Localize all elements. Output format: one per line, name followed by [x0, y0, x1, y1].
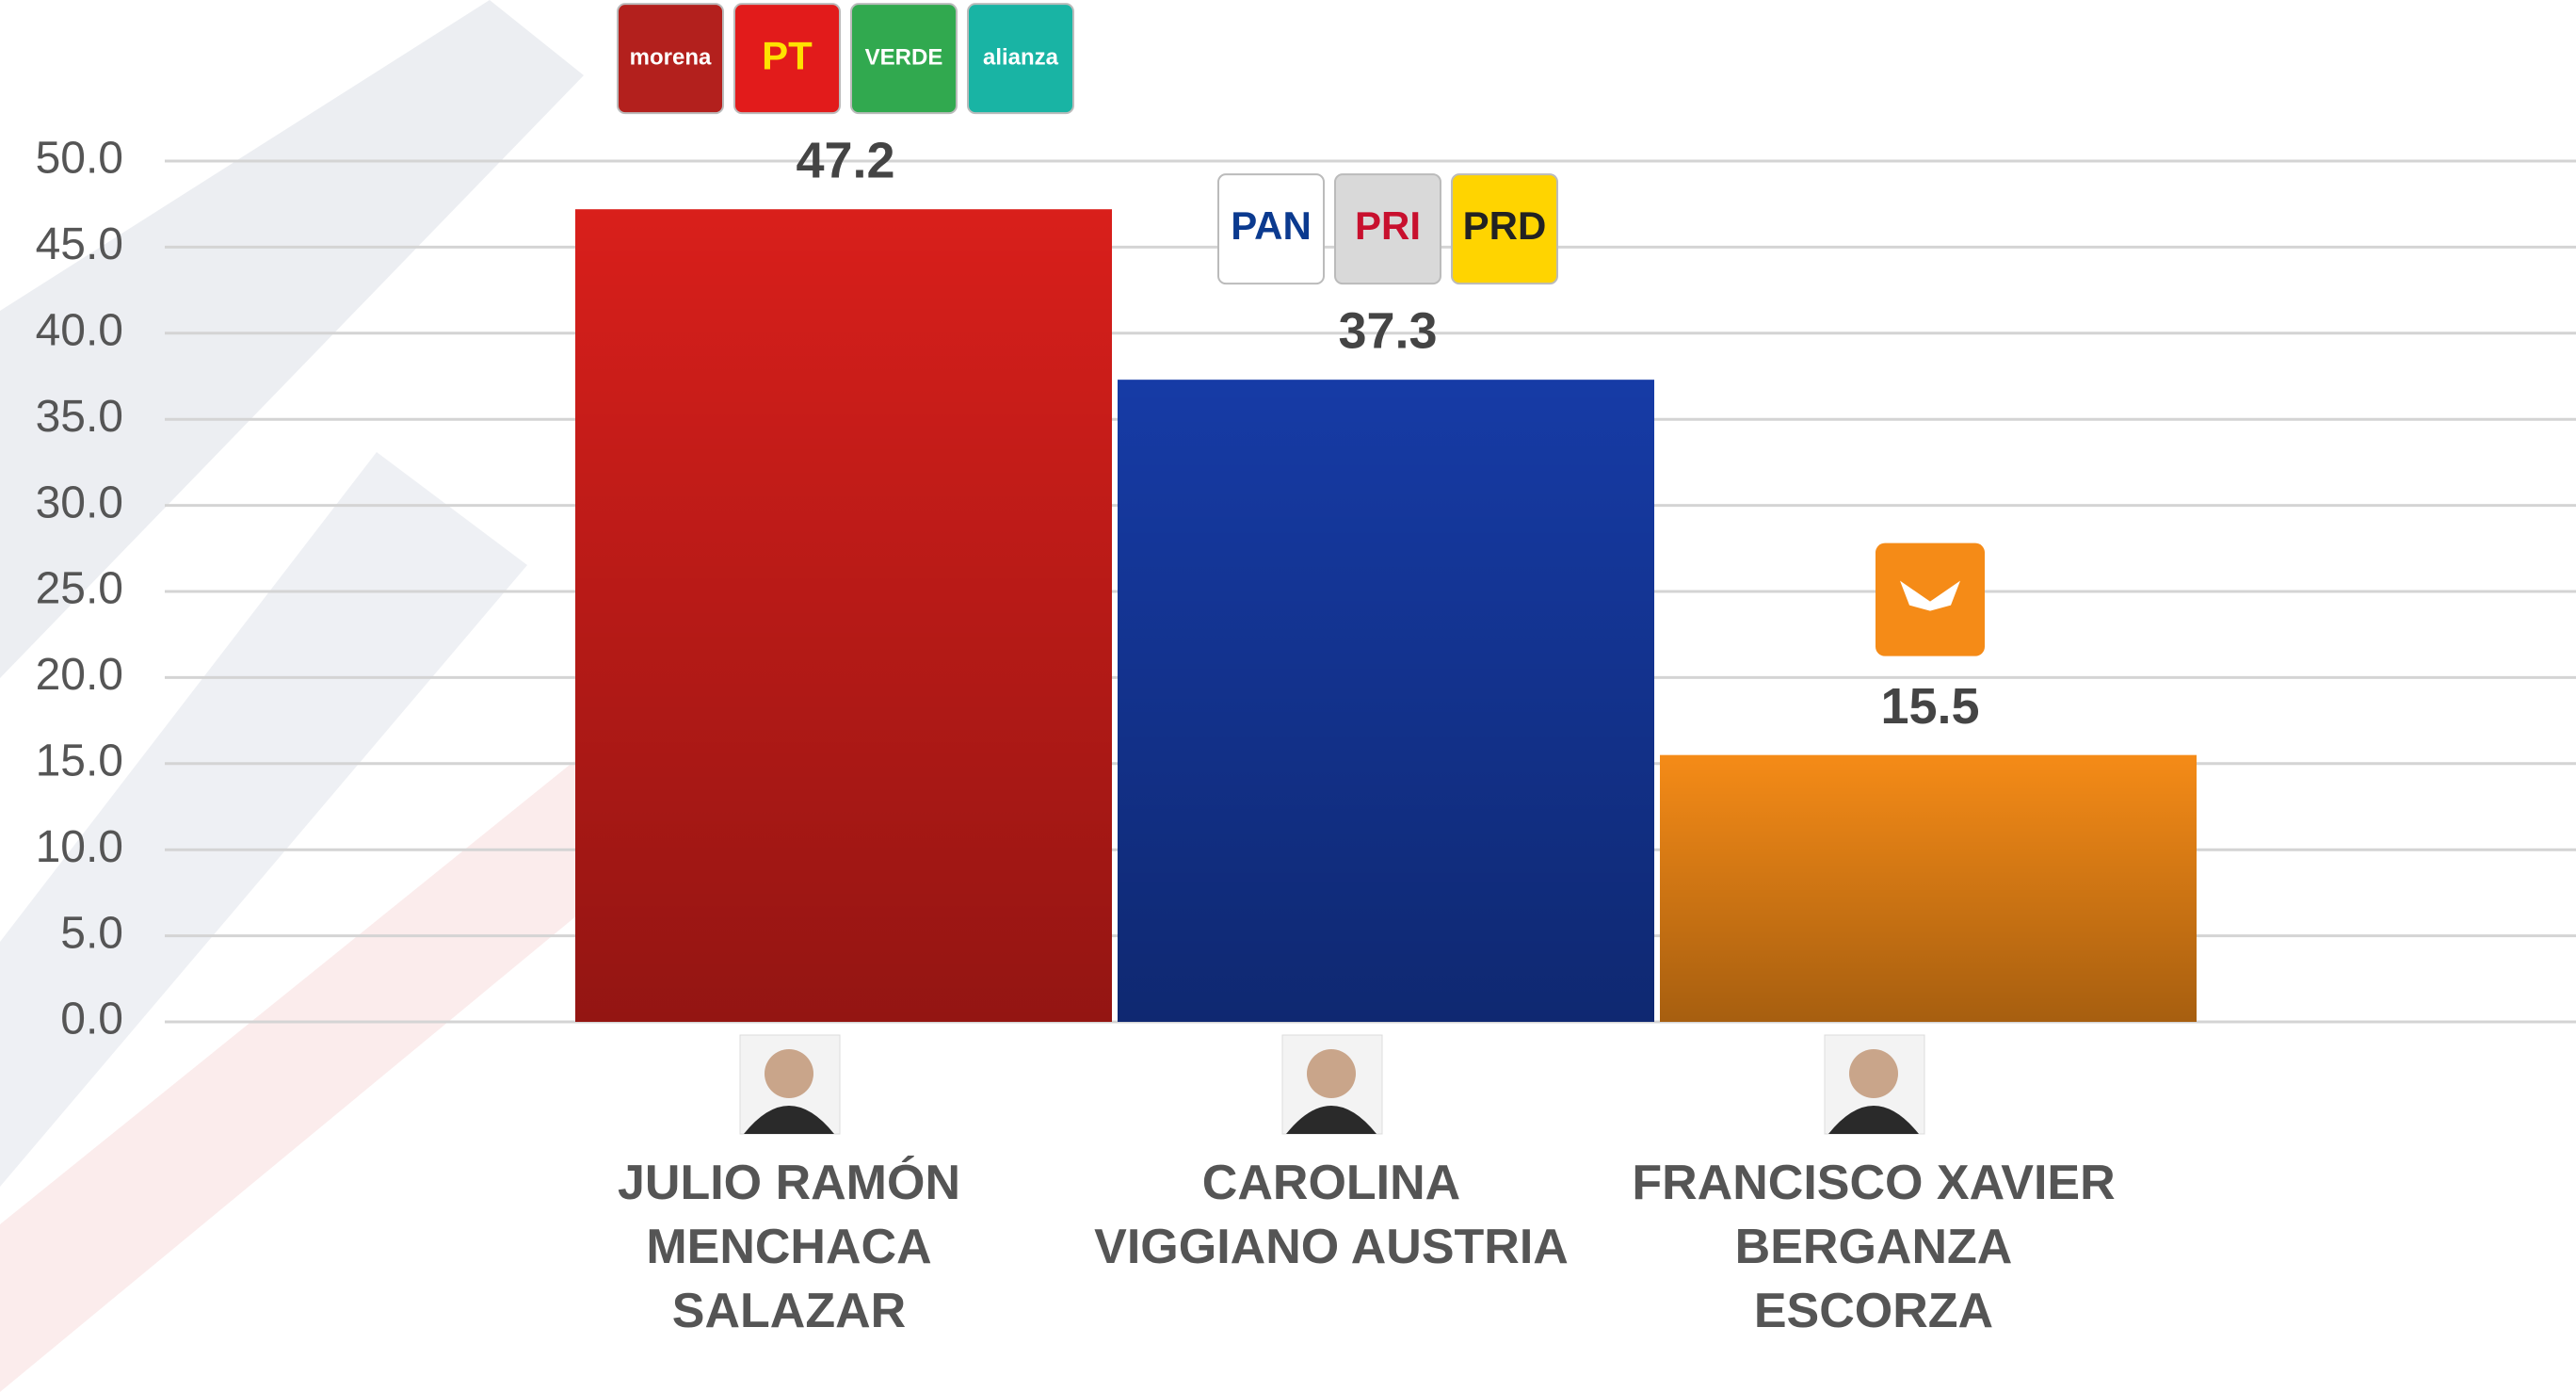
candidate-name: JULIO RAMÓN MENCHACA SALAZAR	[618, 1156, 960, 1338]
logo-text: PRI	[1355, 203, 1421, 248]
photo-body	[1286, 1106, 1377, 1134]
party-logo: morena	[617, 3, 724, 115]
value-label: 37.3	[1338, 302, 1437, 359]
candidate-photo	[1824, 1034, 1925, 1135]
logo-box	[617, 3, 724, 115]
logo-box	[1876, 542, 1985, 656]
logo-mark	[1900, 580, 1960, 611]
logo-box	[850, 3, 958, 115]
photo-head	[765, 1049, 813, 1098]
bar-shade	[1118, 380, 1654, 1022]
party-logo: PRI	[1334, 173, 1441, 285]
logo-text: alianza	[983, 45, 1059, 71]
party-logo: alianza	[967, 3, 1074, 115]
y-tick-label: 5.0	[60, 908, 123, 958]
party-logo: PAN	[1217, 173, 1325, 285]
photo-head	[1849, 1049, 1898, 1098]
y-tick-label: 10.0	[36, 822, 123, 872]
party-logo: PRD	[1451, 173, 1558, 285]
photo-body	[744, 1106, 834, 1134]
y-tick-label: 15.0	[36, 736, 123, 785]
logo-box	[1334, 173, 1441, 285]
photo-head	[1307, 1049, 1356, 1098]
y-tick-label: 0.0	[60, 995, 123, 1044]
candidate-photo	[1281, 1034, 1383, 1135]
candidate-name: CAROLINA VIGGIANO AUSTRIA	[1094, 1156, 1569, 1274]
logo-text: PT	[762, 33, 813, 77]
y-tick-label: 50.0	[36, 134, 123, 184]
value-label: 47.2	[796, 132, 894, 188]
logo-box	[967, 3, 1074, 115]
value-label: 15.5	[1880, 678, 1979, 735]
logo-text: PAN	[1231, 203, 1312, 248]
party-logo: PT	[733, 3, 841, 115]
candidate-name: FRANCISCO XAVIER BERGANZA ESCORZA	[1632, 1156, 2116, 1338]
photo-body	[1828, 1106, 1919, 1134]
bar-shade	[575, 209, 1112, 1022]
y-tick-label: 20.0	[36, 650, 123, 700]
background-stripes	[0, 0, 659, 1392]
party-logo: VERDE	[850, 3, 958, 115]
y-tick-label: 25.0	[36, 564, 123, 614]
bar-shade	[1660, 754, 2197, 1022]
party-logo	[1876, 542, 1985, 656]
logo-text: VERDE	[865, 45, 943, 71]
y-tick-label: 40.0	[36, 305, 123, 355]
y-tick-label: 45.0	[36, 219, 123, 269]
y-tick-label: 30.0	[36, 477, 123, 527]
y-tick-label: 35.0	[36, 392, 123, 442]
logo-text: PRD	[1463, 203, 1547, 248]
logo-text: morena	[630, 45, 712, 71]
logo-box	[733, 3, 841, 115]
logo-box	[1451, 173, 1558, 285]
candidate-photo	[739, 1034, 841, 1135]
logo-box	[1217, 173, 1325, 285]
